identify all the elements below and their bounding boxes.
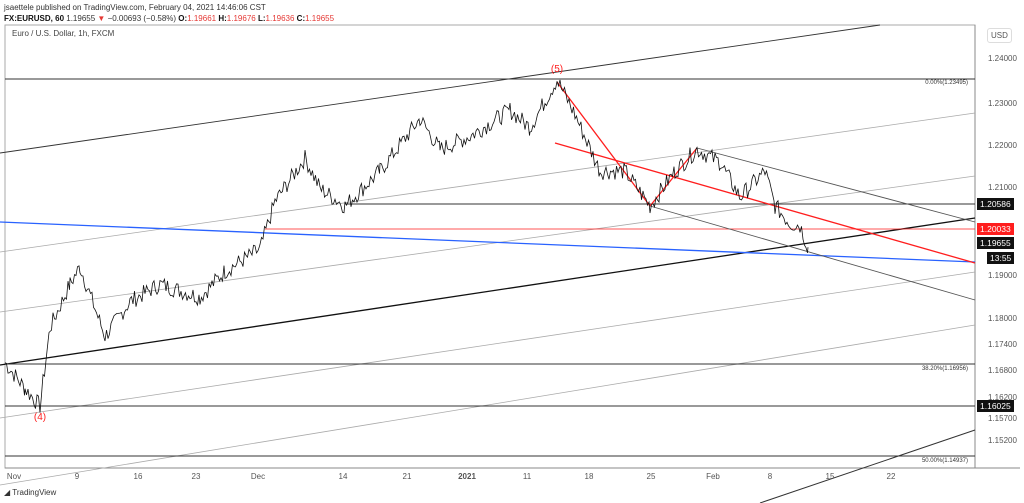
time-tick: 18 — [585, 472, 594, 481]
lower-parallel — [649, 205, 976, 301]
high: 1.19676 — [226, 14, 256, 23]
price-tick: 1.23000 — [988, 99, 1017, 108]
price-tick: 1.19000 — [988, 271, 1017, 280]
upper-parallel — [696, 147, 976, 223]
price-tick: 1.17400 — [988, 340, 1017, 349]
last-price: 1.19655 — [66, 14, 96, 23]
logo-icon: ◢ — [4, 488, 13, 497]
price-tick: 1.16800 — [988, 366, 1017, 375]
price-tick: 1.15700 — [988, 414, 1017, 423]
time-tick: 25 — [647, 472, 656, 481]
price-label-116025: 1.16025 — [977, 400, 1014, 412]
chart-title: Euro / U.S. Dollar, 1h, FXCM — [12, 29, 115, 38]
price-tick: 1.22000 — [988, 141, 1017, 150]
fib-50: 50.00%(1.14937) — [922, 458, 968, 464]
time-tick: Dec — [251, 472, 265, 481]
main-trendline — [0, 217, 976, 366]
currency-label[interactable]: USD — [987, 28, 1012, 43]
price-tick: 1.18000 — [988, 314, 1017, 323]
down-arrow-icon: ▼ — [97, 14, 106, 23]
red-trendline — [554, 142, 976, 264]
close: 1.19655 — [305, 14, 335, 23]
time-tick: 9 — [75, 472, 80, 481]
wave-a — [556, 81, 651, 207]
price-tick: 1.24000 — [988, 54, 1017, 63]
blue-trendline — [0, 221, 976, 263]
wave-4-label: (4) — [34, 412, 46, 423]
wave-5-label: (5) — [551, 64, 563, 75]
channel-top — [0, 24, 881, 154]
low: 1.19636 — [265, 14, 295, 23]
symbol[interactable]: FX:EURUSD, 60 — [4, 14, 65, 23]
countdown-label: 13:55 — [987, 252, 1015, 264]
channel-low — [759, 429, 976, 503]
channel-mid1 — [0, 112, 976, 253]
channel-mid4 — [0, 324, 976, 486]
time-tick: 22 — [887, 472, 896, 481]
open: 1.19661 — [187, 14, 217, 23]
price-label-last: 1.19655 — [977, 237, 1014, 249]
time-tick: 2021 — [458, 472, 476, 481]
chart-header: jsaettele published on TradingView.com, … — [4, 2, 334, 24]
wave-b — [649, 147, 698, 207]
publish-info: jsaettele published on TradingView.com, … — [4, 3, 266, 12]
price-label-120033: 1.20033 — [977, 223, 1014, 235]
plot-frame — [4, 24, 976, 469]
time-tick: 23 — [192, 472, 201, 481]
time-tick: 16 — [134, 472, 143, 481]
change: −0.00693 (−0.58%) — [107, 14, 177, 23]
time-tick: 8 — [768, 472, 773, 481]
time-tick: Feb — [706, 472, 720, 481]
fib-38: 38.20%(1.16956) — [922, 366, 968, 372]
price-tick: 1.21000 — [988, 183, 1017, 192]
channel-mid2 — [0, 175, 976, 313]
time-tick: 11 — [523, 472, 532, 481]
time-tick: Nov — [7, 472, 21, 481]
price-tick: 1.15200 — [988, 436, 1017, 445]
fib-0: 0.00%(1.23495) — [925, 80, 968, 86]
time-tick: 21 — [403, 472, 412, 481]
tradingview-logo[interactable]: ◢ TradingView — [4, 488, 57, 497]
price-series — [4, 79, 809, 413]
price-tick: 1.16200 — [988, 393, 1017, 402]
symbol-info: FX:EURUSD, 60 1.19655 ▼ −0.00693 (−0.58%… — [4, 14, 335, 23]
price-label-120586: 1.20586 — [977, 198, 1014, 210]
time-tick: 14 — [339, 472, 348, 481]
channel-mid3 — [0, 271, 976, 419]
time-tick: 15 — [826, 472, 835, 481]
